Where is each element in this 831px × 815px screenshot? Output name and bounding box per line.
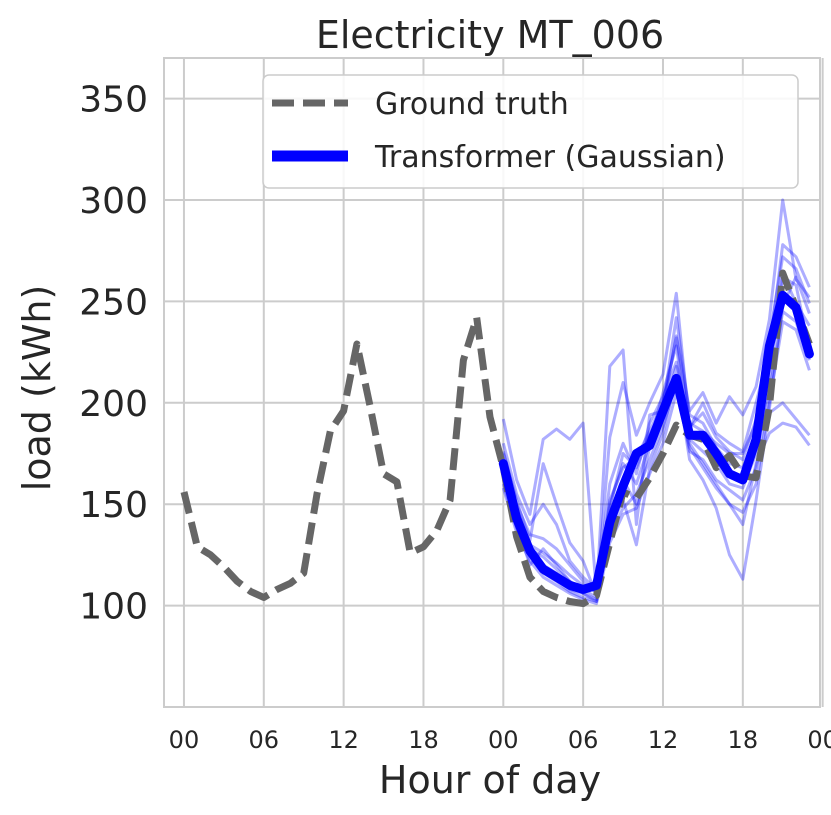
transformer-forecast-line (498, 290, 814, 594)
x-tick-label-8: 00 (807, 726, 831, 754)
y-tick-label-0: 100 (79, 587, 148, 628)
legend-box (262, 74, 799, 189)
x-tick-label-7: 18 (728, 726, 759, 754)
legend-label-transformer: Transformer (Gaussian) (374, 140, 726, 175)
x-tick-label-3: 18 (408, 726, 439, 754)
y-tick-label-1: 150 (79, 485, 148, 526)
ground-truth-line (180, 269, 813, 608)
y-tick-label-2: 200 (79, 384, 148, 425)
forecast-sample-line-0 (501, 198, 811, 595)
x-tick-label-0: 00 (169, 726, 200, 754)
x-axis-label: Hour of day (379, 758, 601, 802)
x-tick-label-2: 12 (328, 726, 359, 754)
plot-frame (163, 57, 821, 708)
x-tick-label-4: 00 (488, 726, 519, 754)
x-tick-label-5: 06 (568, 726, 599, 754)
legend: Ground truth Transformer (Gaussian) (262, 74, 799, 189)
y-tick-label-5: 350 (79, 80, 148, 121)
x-tick-label-1: 06 (249, 726, 280, 754)
x-tick-label-6: 12 (648, 726, 679, 754)
y-tick-label-3: 250 (79, 282, 148, 323)
legend-label-ground-truth: Ground truth (375, 87, 569, 122)
y-tick-label-4: 300 (79, 181, 148, 222)
y-axis-label: load (kWh) (15, 285, 59, 492)
chart-title: Electricity MT_006 (316, 13, 664, 57)
